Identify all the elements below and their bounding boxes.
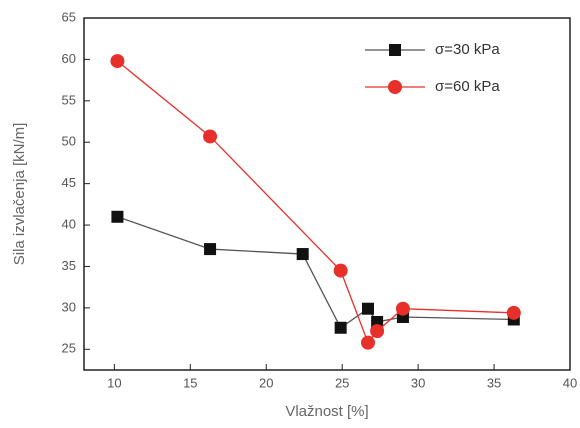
- point: [370, 324, 385, 339]
- y-tick-label: 25: [62, 341, 76, 356]
- x-axis-title: Vlažnost [%]: [285, 403, 368, 420]
- y-tick-label: 35: [62, 258, 76, 273]
- y-axis-title: Sila izvlačenja [kN/m]: [11, 123, 28, 266]
- x-tick-label: 15: [183, 375, 197, 390]
- legend-marker: [389, 44, 401, 56]
- y-tick-label: 65: [62, 9, 76, 24]
- y-tick-label: 50: [62, 134, 76, 149]
- y-tick-label: 60: [62, 51, 76, 66]
- point: [395, 301, 410, 316]
- plot-frame: [83, 17, 571, 371]
- x-tick-label: 35: [487, 375, 501, 390]
- point: [204, 243, 217, 256]
- x-tick-label: 20: [259, 375, 273, 390]
- y-tick-label: 55: [62, 92, 76, 107]
- legend-label: σ=30 kPa: [435, 41, 500, 58]
- point: [362, 302, 375, 315]
- point: [110, 54, 125, 69]
- point: [361, 335, 376, 350]
- x-tick-label: 10: [107, 375, 121, 390]
- y-tick-label: 45: [62, 175, 76, 190]
- point: [296, 248, 309, 261]
- point: [111, 210, 124, 223]
- series-line: [117, 60, 514, 344]
- legend-label: σ=60 kPa: [435, 78, 500, 95]
- y-tick-label: 30: [62, 299, 76, 314]
- point: [203, 129, 218, 144]
- point: [506, 305, 521, 320]
- x-tick-label: 40: [563, 375, 577, 390]
- point: [334, 321, 347, 334]
- y-tick-label: 40: [62, 216, 76, 231]
- x-tick-label: 25: [335, 375, 349, 390]
- x-tick-label: 30: [411, 375, 425, 390]
- point: [333, 263, 348, 278]
- legend-marker: [388, 80, 402, 94]
